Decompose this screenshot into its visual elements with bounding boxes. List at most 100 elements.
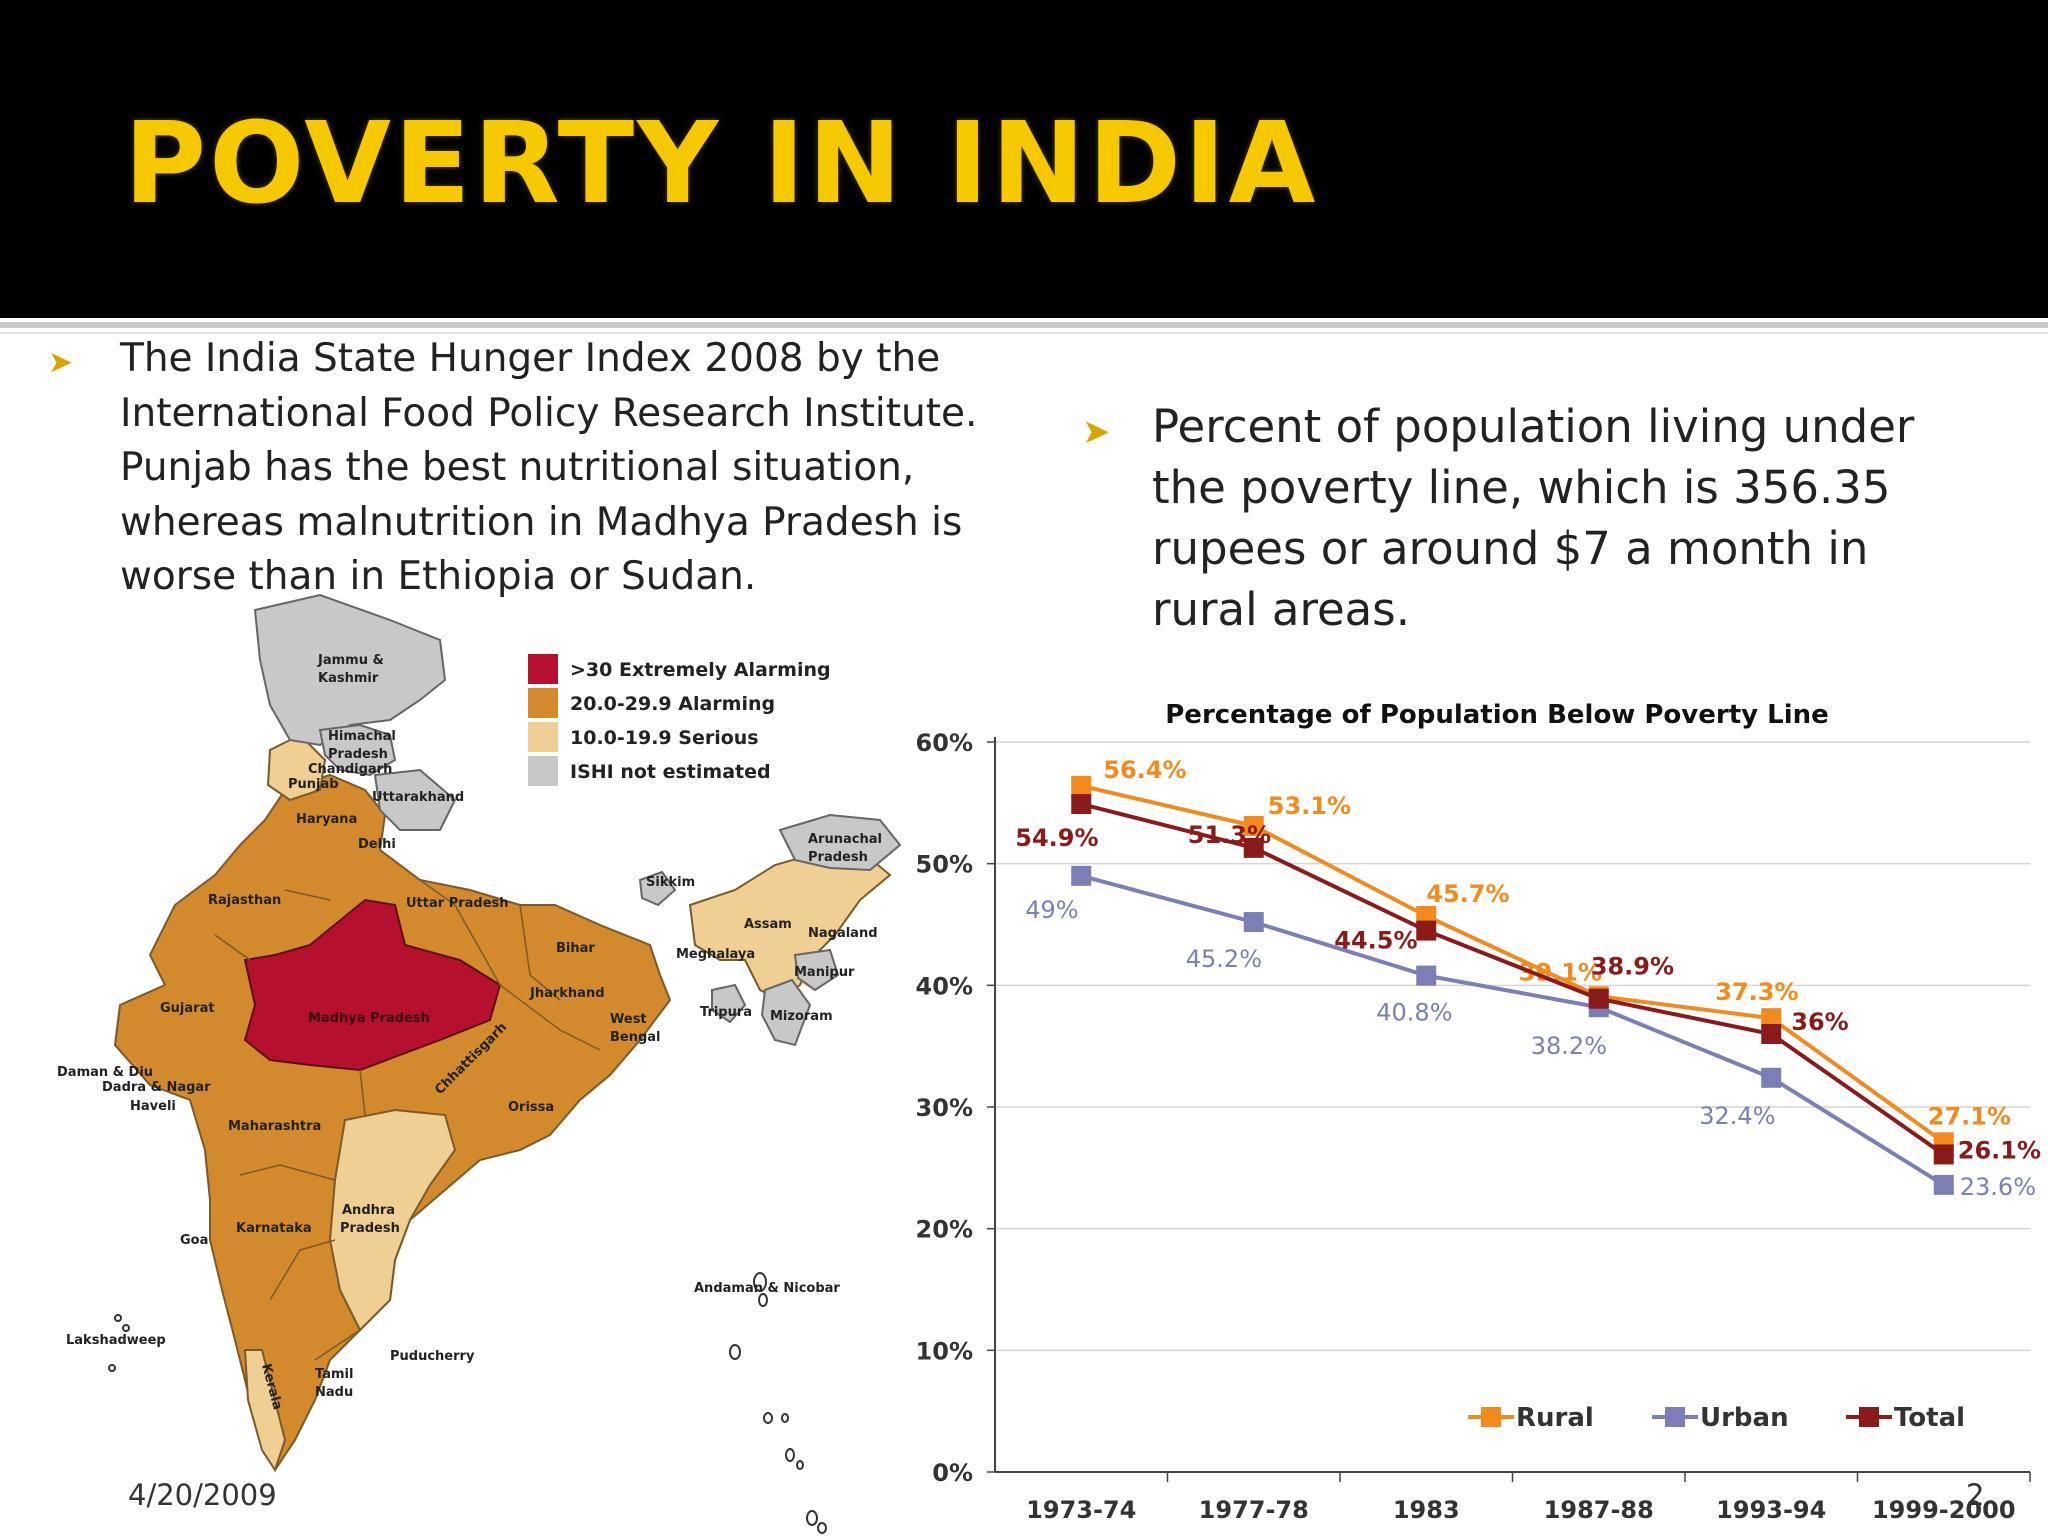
chart-legend-label: Rural bbox=[1516, 1403, 1594, 1433]
map-mizoram bbox=[760, 978, 812, 1047]
map-himachal bbox=[318, 723, 397, 777]
map-label: Andhra bbox=[342, 1203, 395, 1218]
map-label: Maharashtra bbox=[228, 1119, 321, 1134]
map-label: Mizoram bbox=[770, 1009, 833, 1024]
chart-data-label: 27.1% bbox=[1928, 1102, 2011, 1130]
chart-legend-label: Total bbox=[1894, 1403, 1965, 1433]
map-label: Pradesh bbox=[808, 850, 868, 865]
chart-y-tick-label: 30% bbox=[916, 1094, 973, 1122]
legend-label: >30 Extremely Alarming bbox=[570, 659, 831, 681]
map-label: West bbox=[610, 1012, 647, 1027]
divider-line-thin bbox=[0, 332, 2048, 334]
chart-point-urban bbox=[1761, 1067, 1782, 1088]
chart-point-total bbox=[1071, 794, 1092, 815]
chart-point-total bbox=[1416, 920, 1437, 941]
chart-point-total bbox=[1933, 1144, 1954, 1165]
map-label: Rajasthan bbox=[208, 893, 281, 908]
chart-x-tick-label: 1999-2000 bbox=[1872, 1496, 2016, 1524]
chart-data-label: 45.2% bbox=[1186, 945, 1262, 973]
map-label: Jammu & bbox=[317, 653, 384, 668]
map-label: Jharkhand bbox=[529, 986, 605, 1001]
chart-x-tick-label: 1977-78 bbox=[1199, 1496, 1309, 1524]
chart-data-label: 51.3% bbox=[1188, 821, 1271, 849]
chart-legend: Rural Urban Total bbox=[1468, 1403, 1965, 1433]
india-hunger-map: >30 Extremely Alarming 20.0-29.9 Alarmin… bbox=[57, 593, 902, 1534]
map-label: Arunachal bbox=[808, 832, 882, 847]
map-label: Bihar bbox=[556, 941, 595, 956]
map-label: Nagaland bbox=[808, 926, 878, 941]
map-jammu-kashmir bbox=[253, 593, 447, 747]
chart-data-label: 40.8% bbox=[1376, 999, 1452, 1027]
chart-data-label: 49% bbox=[1025, 896, 1078, 924]
poverty-line-chart: Percentage of Population Below Poverty L… bbox=[916, 700, 2041, 1524]
map-label: Delhi bbox=[358, 837, 396, 852]
title-bar: POVERTY IN INDIA bbox=[0, 0, 2048, 318]
map-label: Manipur bbox=[794, 965, 855, 980]
map-label: Haveli bbox=[130, 1099, 176, 1114]
bullet-poverty-line: ➤ Percent of population living under the… bbox=[1082, 396, 1982, 640]
bullet-hunger-index: ➤ The India State Hunger Index 2008 by t… bbox=[48, 332, 1008, 605]
chart-point-urban bbox=[1071, 865, 1092, 886]
map-sikkim bbox=[638, 870, 677, 907]
map-label: Tripura bbox=[700, 1005, 752, 1020]
map-label: Pradesh bbox=[328, 747, 388, 762]
chart-y-tick-label: 40% bbox=[916, 972, 973, 1000]
chart-legend-label: Urban bbox=[1700, 1403, 1789, 1433]
legend-label: 10.0-19.9 Serious bbox=[570, 727, 759, 749]
chart-point-rural bbox=[1761, 1008, 1782, 1029]
map-label: Andaman & Nicobar bbox=[694, 1281, 840, 1296]
map-arunachal bbox=[778, 813, 902, 872]
chart-series-line-urban bbox=[1080, 873, 1945, 1187]
chart-point-total bbox=[1588, 988, 1609, 1009]
map-label: Punjab bbox=[288, 777, 339, 792]
divider-line bbox=[0, 322, 2048, 328]
map-madhya-pradesh bbox=[243, 898, 502, 1072]
map-label: Goa bbox=[180, 1233, 208, 1248]
map-label: Dadra & Nagar bbox=[102, 1080, 211, 1095]
chart-point-urban bbox=[1933, 1174, 1954, 1195]
chart-point-urban bbox=[1243, 912, 1264, 933]
map-label: Tamil bbox=[315, 1367, 353, 1382]
map-label: Karnataka bbox=[236, 1221, 312, 1236]
bullet-text: The India State Hunger Index 2008 by the… bbox=[120, 336, 978, 599]
map-label: Gujarat bbox=[160, 1001, 215, 1016]
map-label: Kashmir bbox=[318, 671, 379, 686]
bullet-text: Percent of population living under the p… bbox=[1152, 400, 1915, 636]
legend-swatch-extremely-alarming bbox=[528, 654, 558, 684]
legend-swatch-not-estimated bbox=[528, 756, 558, 786]
chart-data-label: 56.4% bbox=[1103, 756, 1186, 784]
chart-data-label: 26.1% bbox=[1958, 1136, 2041, 1164]
map-islands bbox=[108, 1272, 827, 1534]
map-uttarakhand bbox=[373, 768, 457, 831]
map-label: Assam bbox=[744, 917, 792, 932]
chart-y-tick-label: 60% bbox=[916, 729, 973, 757]
legend-label: ISHI not estimated bbox=[570, 761, 771, 783]
chart-legend-marker bbox=[1859, 1407, 1879, 1427]
legend-label: 20.0-29.9 Alarming bbox=[570, 693, 775, 715]
arrow-bullet-icon: ➤ bbox=[48, 345, 74, 380]
chart-data-label: 54.9% bbox=[1015, 824, 1098, 852]
map-label: Orissa bbox=[508, 1100, 554, 1115]
map-label: Madhya Pradesh bbox=[308, 1011, 430, 1026]
legend-swatch-alarming bbox=[528, 688, 558, 718]
page-number: 2 bbox=[1966, 1478, 1985, 1512]
chart-series-line-rural bbox=[1080, 783, 1945, 1144]
chart-series-line-total bbox=[1080, 802, 1945, 1157]
map-northeast bbox=[688, 848, 892, 1002]
chart-y-ticks: 0% 10% 20% 30% 40% 50% 60% bbox=[916, 729, 995, 1487]
chart-y-tick-label: 0% bbox=[932, 1459, 973, 1487]
chart-data-label: 36% bbox=[1791, 1008, 1848, 1036]
chart-data-label: 37.3% bbox=[1715, 978, 1798, 1006]
chart-data-label: 45.7% bbox=[1426, 880, 1509, 908]
chart-point-rural bbox=[1071, 775, 1092, 796]
map-label: Uttar Pradesh bbox=[406, 896, 509, 911]
chart-data-label: 38.2% bbox=[1531, 1032, 1607, 1060]
map-manipur bbox=[793, 948, 840, 992]
map-state-borders bbox=[214, 879, 601, 1361]
slide-title: POVERTY IN INDIA bbox=[124, 99, 1319, 229]
map-label: Pradesh bbox=[340, 1221, 400, 1236]
chart-data-label: 38.9% bbox=[1591, 953, 1674, 981]
chart-x-tick-label: 1983 bbox=[1393, 1496, 1460, 1524]
map-label: Lakshadweep bbox=[66, 1333, 166, 1348]
map-label: Haryana bbox=[296, 812, 357, 827]
